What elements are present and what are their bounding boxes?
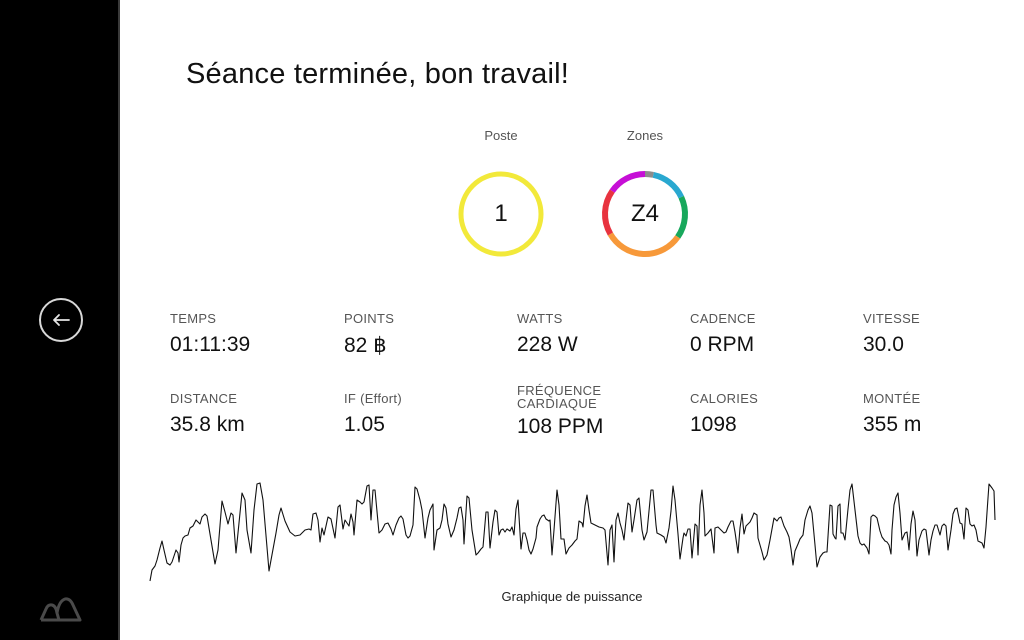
stat-value: 355 m xyxy=(863,413,922,436)
chart-caption: Graphique de puissance xyxy=(501,589,643,604)
stat-label: DISTANCE xyxy=(170,391,238,406)
stat-value: 30.0 xyxy=(863,333,904,356)
stat-label: CADENCE xyxy=(690,311,756,326)
zone-segment-red xyxy=(602,189,615,236)
stat-0: TEMPS 01:11:39 xyxy=(170,312,330,357)
stat-4: VITESSE 30.0 xyxy=(863,312,1023,357)
stat-2: WATTS 228 W xyxy=(517,312,677,357)
poste-ring: Poste 1 xyxy=(451,128,551,257)
stat-value: 228 W xyxy=(517,333,578,356)
stat-label: MONTÉE xyxy=(863,391,921,406)
stat-value: 108 PPM xyxy=(517,415,604,438)
zone-segment-gray xyxy=(644,171,654,178)
zone-segment-orange xyxy=(607,232,681,257)
stat-value: 35.8 km xyxy=(170,413,245,436)
arrow-left-icon xyxy=(53,314,70,326)
stat-value: 1.05 xyxy=(344,413,385,436)
stat-value: 1098 xyxy=(690,413,737,436)
stat-value: 82 ฿ xyxy=(344,334,387,357)
zones-ring: Zones Z4 xyxy=(595,128,695,257)
stat-label: FRÉQUENCE CARDIAQUE xyxy=(517,383,602,411)
stat-label: CALORIES xyxy=(690,391,759,406)
stat-label: IF (Effort) xyxy=(344,391,402,406)
sidebar xyxy=(0,0,120,640)
stat-value: 01:11:39 xyxy=(170,333,251,356)
stat-8: CALORIES 1098 xyxy=(690,392,850,437)
zones-ring-circle xyxy=(602,171,688,257)
zone-segment-green xyxy=(675,195,688,239)
zones-label: Zones xyxy=(626,128,664,143)
stat-label: VITESSE xyxy=(863,311,921,326)
stat-5: DISTANCE 35.8 km xyxy=(170,392,330,437)
page-title: Séance terminée, bon travail! xyxy=(186,58,570,90)
stat-value: 0 RPM xyxy=(690,333,755,356)
stat-7: FRÉQUENCE CARDIAQUE 108 PPM xyxy=(517,384,677,439)
stat-label: WATTS xyxy=(517,311,563,326)
stat-6: IF (Effort) 1.05 xyxy=(344,392,504,437)
power-chart xyxy=(149,482,996,582)
zones-value: Z4 xyxy=(630,200,659,227)
back-button[interactable] xyxy=(39,298,83,342)
poste-label: Poste xyxy=(484,128,518,143)
mountain-logo-icon xyxy=(39,597,82,622)
stat-3: CADENCE 0 RPM xyxy=(690,312,850,357)
poste-value: 1 xyxy=(494,200,508,227)
stat-9: MONTÉE 355 m xyxy=(863,392,1023,437)
stat-label: TEMPS xyxy=(170,311,217,326)
stat-label: POINTS xyxy=(344,311,395,326)
stat-1: POINTS 82 ฿ xyxy=(344,312,504,358)
poste-ring-circle xyxy=(458,171,544,257)
zone-segment-magenta xyxy=(609,171,646,193)
zone-segment-blue xyxy=(652,171,684,199)
